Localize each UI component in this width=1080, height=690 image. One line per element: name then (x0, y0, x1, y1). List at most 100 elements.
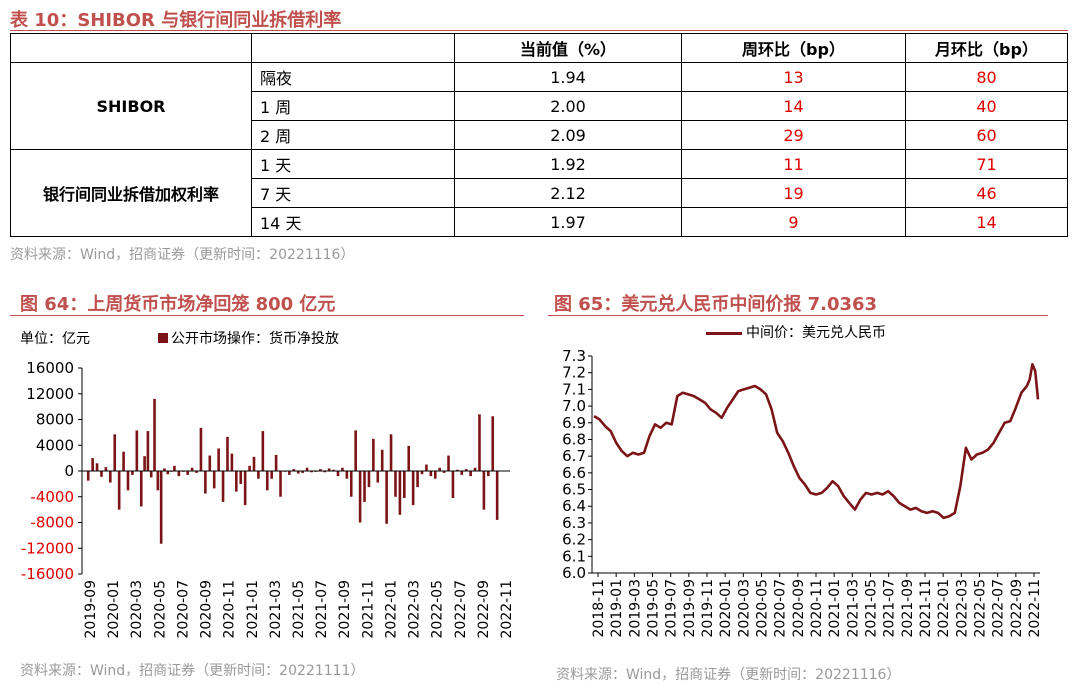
bar (257, 471, 260, 479)
bar (239, 471, 243, 484)
bar (221, 471, 225, 502)
term-cell: 隔夜 (251, 62, 455, 92)
line-chart: 7.37.27.17.06.96.86.76.66.56.46.36.26.16… (562, 347, 1043, 638)
x-tick-label: 2021-01 (245, 580, 261, 639)
mom-cell: 40 (905, 91, 1068, 121)
x-tick-label: 2021-03 (268, 580, 284, 639)
bar (376, 471, 380, 483)
current-cell: 1.94 (454, 62, 682, 92)
bar (319, 469, 322, 471)
bar (394, 471, 397, 497)
wow-cell: 29 (681, 120, 906, 150)
x-tick-label: 2022-05 (973, 579, 989, 638)
bar (204, 471, 207, 494)
bar-chart: 16000 12000 8000 4000 0 -4000 -8000 -12000 -1600… (21, 359, 515, 639)
bar (456, 469, 459, 471)
bar (491, 416, 495, 471)
bar (478, 414, 481, 471)
bar (363, 471, 366, 502)
x-tick-label: 2022-07 (991, 579, 1007, 638)
bar (230, 453, 234, 471)
y-tick-label: 6.3 (562, 514, 586, 532)
bar (429, 471, 433, 477)
x-tick-label: 2020-07 (175, 580, 191, 639)
bar (274, 454, 278, 471)
bar (296, 471, 300, 474)
x-tick-label: 2022-01 (383, 580, 399, 639)
bar (433, 471, 437, 479)
bar (126, 471, 130, 491)
bar (438, 467, 441, 471)
left-chart-title: 图 64：上周货币市场净回笼 800 亿元 (20, 294, 336, 315)
y-tick-label: 6.2 (562, 531, 586, 549)
bar (310, 471, 313, 473)
x-tick-label: 2022-11 (499, 580, 515, 639)
x-tick-label: 2021-07 (882, 579, 898, 638)
bar (292, 469, 296, 471)
x-tick-label: 2022-05 (430, 580, 446, 639)
x-tick-label: 2018-11 (591, 579, 607, 638)
x-tick-label: 2019-09 (83, 580, 99, 639)
series-line (593, 362, 1040, 520)
bar (464, 469, 468, 471)
left-unit-label: 单位：亿元 (20, 331, 90, 347)
bar (411, 471, 415, 506)
x-tick-label: 2020-01 (106, 580, 122, 639)
bar (195, 471, 198, 473)
current-cell: 1.92 (454, 149, 682, 179)
term-cell: 14 天 (251, 207, 455, 237)
bar (243, 471, 247, 506)
mom-cell: 60 (905, 120, 1068, 150)
x-tick-label: 2019-07 (664, 579, 680, 638)
x-tick-label: 2021-09 (337, 580, 353, 639)
y-tick-label: 8000 (36, 411, 74, 429)
x-tick-label: 2020-03 (736, 579, 752, 638)
x-tick-label: 2021-11 (918, 579, 934, 638)
x-tick-label: 2022-09 (1009, 579, 1025, 638)
legend-swatch-square-icon (158, 333, 168, 343)
y-tick-label: 16000 (26, 359, 74, 377)
table-header-row: 当前值（%） 周环比（bp） 月环比（bp） (10, 33, 1068, 63)
bar (336, 471, 340, 477)
bar (270, 471, 273, 479)
x-tick-label: 2021-05 (291, 580, 307, 639)
bar (407, 445, 411, 471)
bar (248, 465, 251, 471)
y-tick-label: 12000 (26, 385, 74, 403)
x-tick-label: 2022-03 (954, 579, 970, 638)
current-cell: 1.97 (454, 207, 682, 237)
right-chart-title: 图 65：美元兑人民币中间价报 7.0363 (554, 294, 878, 315)
table-source: 资料来源：Wind，招商证券（更新时间：20221116） (10, 247, 355, 263)
bar (332, 469, 335, 471)
y-tick-label: 6.7 (562, 447, 586, 465)
left-legend: 公开市场操作：货币净投放 (158, 328, 339, 348)
right-legend: 中间价：美元兑人民币 (706, 322, 886, 342)
bar (139, 471, 143, 507)
wow-cell: 11 (681, 149, 906, 179)
bar (122, 451, 125, 471)
x-tick-label: 2019-05 (646, 579, 662, 638)
bar (113, 434, 117, 471)
y-tick-label: 0 (64, 462, 74, 480)
y-tick-label: -4000 (30, 488, 74, 506)
x-tick-label: 2021-09 (900, 579, 916, 638)
bar (146, 431, 150, 471)
x-tick-label: 2019-01 (609, 579, 625, 638)
bar (469, 471, 472, 477)
wow-cell: 13 (681, 62, 906, 92)
x-tick-label: 2021-11 (360, 580, 376, 639)
bar (473, 467, 477, 471)
wow-cell: 9 (681, 207, 906, 237)
x-tick-label: 2020-05 (152, 580, 168, 639)
bar (173, 465, 176, 471)
header-group (10, 33, 252, 63)
bar (95, 463, 99, 471)
bar (159, 471, 163, 544)
term-cell: 7 天 (251, 178, 455, 208)
bar (403, 471, 406, 499)
x-tick-label: 2022-03 (407, 580, 423, 639)
bar (301, 471, 304, 473)
bar (495, 471, 499, 520)
mom-cell: 80 (905, 62, 1068, 92)
term-cell: 1 天 (251, 149, 455, 179)
